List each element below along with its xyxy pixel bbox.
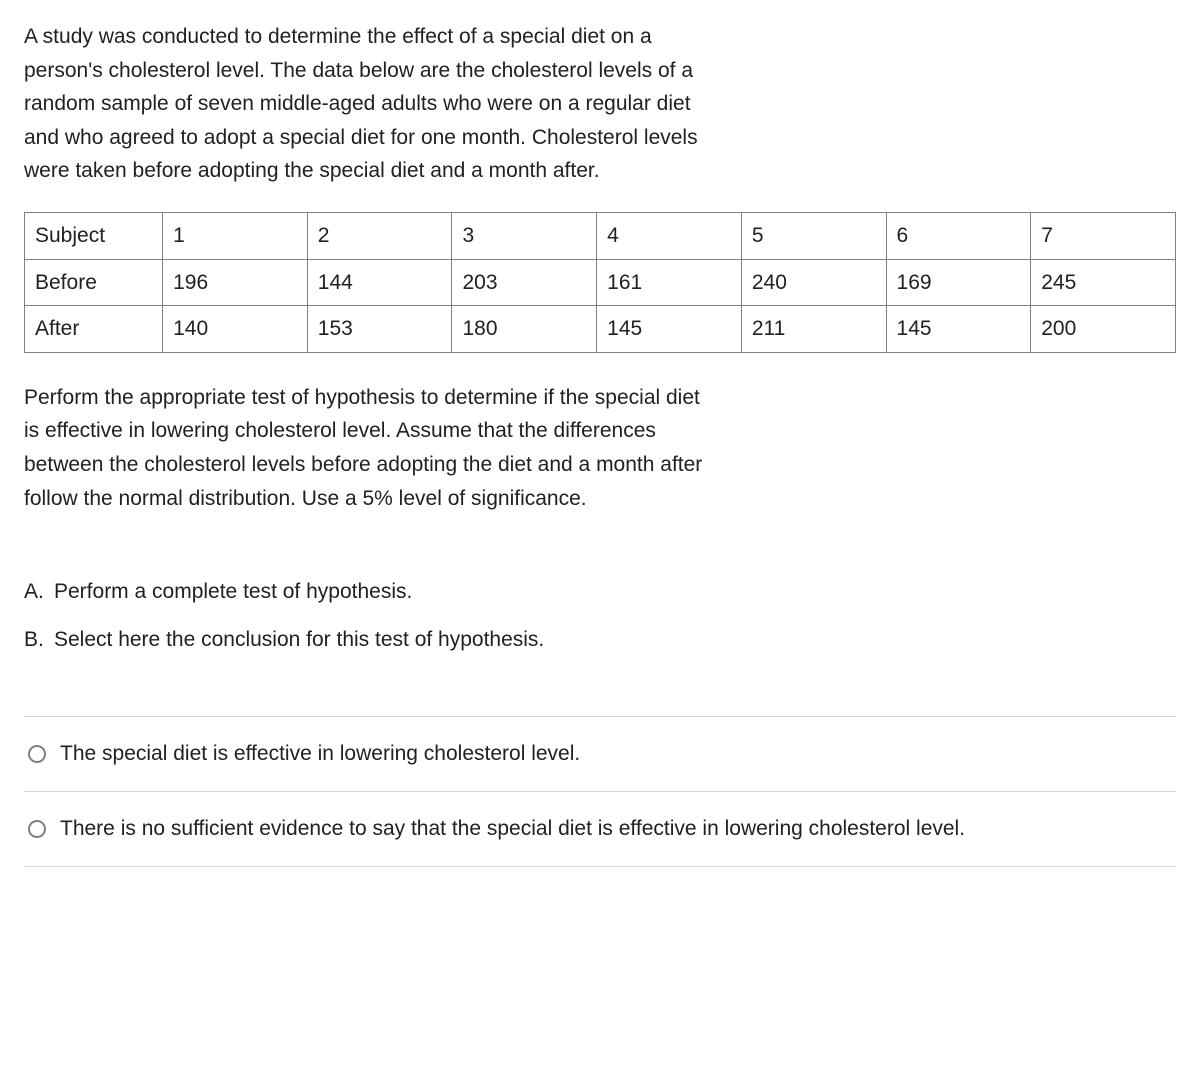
cell: 5 bbox=[741, 212, 886, 259]
task-marker: B. bbox=[24, 623, 46, 657]
cell: 200 bbox=[1031, 306, 1176, 353]
task-text: Select here the conclusion for this test… bbox=[54, 623, 544, 657]
cell: 153 bbox=[307, 306, 452, 353]
cell: 211 bbox=[741, 306, 886, 353]
intro-paragraph: A study was conducted to determine the e… bbox=[24, 20, 704, 188]
radio-icon bbox=[28, 820, 46, 838]
cell: 144 bbox=[307, 259, 452, 306]
table-row: After 140 153 180 145 211 145 200 bbox=[25, 306, 1176, 353]
cell: 6 bbox=[886, 212, 1031, 259]
table-row: Subject 1 2 3 4 5 6 7 bbox=[25, 212, 1176, 259]
cell: 7 bbox=[1031, 212, 1176, 259]
radio-icon bbox=[28, 745, 46, 763]
cell: 2 bbox=[307, 212, 452, 259]
option-label: The special diet is effective in lowerin… bbox=[60, 737, 580, 771]
cell: 140 bbox=[163, 306, 308, 353]
option-label: There is no sufficient evidence to say t… bbox=[60, 812, 965, 846]
cell: After bbox=[25, 306, 163, 353]
cell: Before bbox=[25, 259, 163, 306]
cell: 180 bbox=[452, 306, 597, 353]
cell: 203 bbox=[452, 259, 597, 306]
task-a: A. Perform a complete test of hypothesis… bbox=[24, 575, 704, 609]
table-row: Before 196 144 203 161 240 169 245 bbox=[25, 259, 1176, 306]
task-list: A. Perform a complete test of hypothesis… bbox=[24, 575, 704, 656]
cell: 161 bbox=[597, 259, 742, 306]
cell: 1 bbox=[163, 212, 308, 259]
task-text: Perform a complete test of hypothesis. bbox=[54, 575, 412, 609]
data-table: Subject 1 2 3 4 5 6 7 Before 196 144 203… bbox=[24, 212, 1176, 353]
cell: 145 bbox=[597, 306, 742, 353]
cell: 169 bbox=[886, 259, 1031, 306]
option-1[interactable]: The special diet is effective in lowerin… bbox=[24, 717, 1176, 792]
cell: 196 bbox=[163, 259, 308, 306]
cell: 245 bbox=[1031, 259, 1176, 306]
post-paragraph: Perform the appropriate test of hypothes… bbox=[24, 381, 704, 515]
options-group: The special diet is effective in lowerin… bbox=[24, 716, 1176, 866]
cell: 145 bbox=[886, 306, 1031, 353]
cell: 3 bbox=[452, 212, 597, 259]
task-b: B. Select here the conclusion for this t… bbox=[24, 623, 704, 657]
task-marker: A. bbox=[24, 575, 46, 609]
option-2[interactable]: There is no sufficient evidence to say t… bbox=[24, 792, 1176, 867]
cell: 240 bbox=[741, 259, 886, 306]
cell: 4 bbox=[597, 212, 742, 259]
cell: Subject bbox=[25, 212, 163, 259]
